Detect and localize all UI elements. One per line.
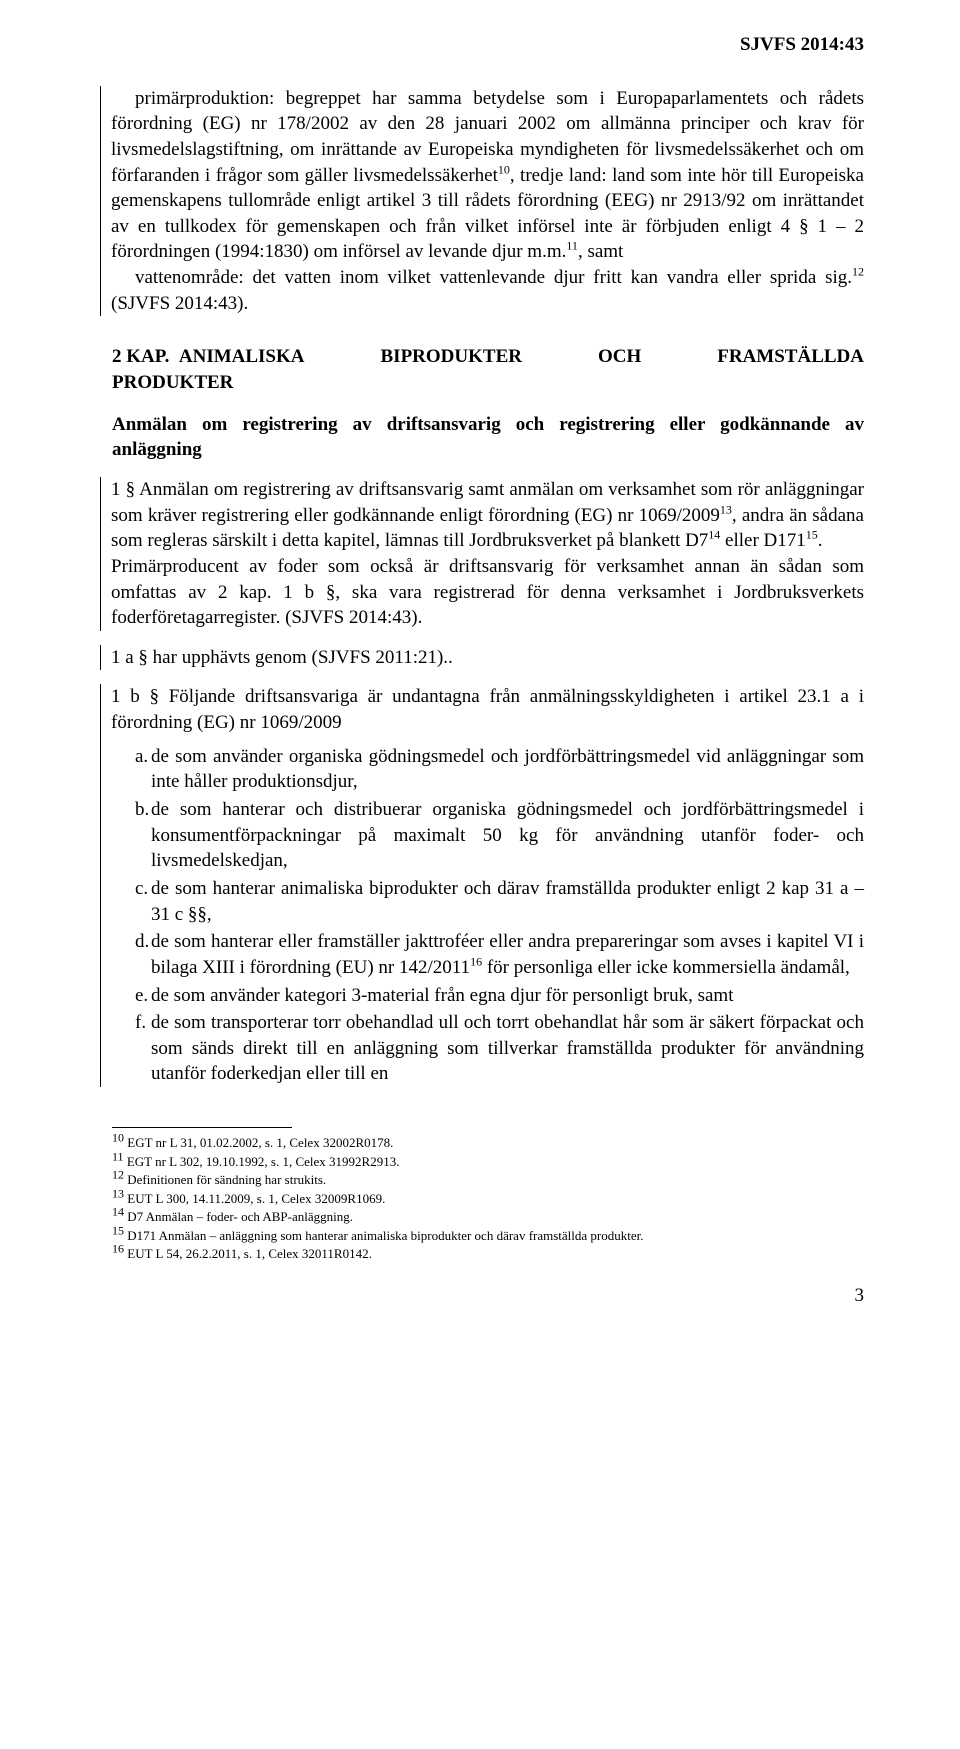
list-item: a. de som använder organiska gödningsmed…: [111, 744, 864, 795]
list-item: b. de som hanterar och distribuerar orga…: [111, 797, 864, 874]
footnote-ref-13: 13: [720, 502, 732, 516]
list-marker: e.: [111, 983, 151, 1009]
document-reference: SJVFS 2014:43: [112, 32, 864, 58]
p1-text-5: Primärproducent av foder som också är dr…: [111, 556, 864, 628]
page-number: 3: [112, 1283, 864, 1309]
paragraph-1b-block: 1 b § Följande driftsansvariga är undant…: [100, 684, 864, 1087]
def-text-4: vattenområde: det vatten inom vilket vat…: [135, 267, 852, 288]
footnote-ref-16: 16: [470, 955, 482, 969]
paragraph-1b-list: a. de som använder organiska gödningsmed…: [111, 744, 864, 1087]
list-content: de som använder kategori 3-material från…: [151, 983, 864, 1009]
footnote: 11 EGT nr L 302, 19.10.1992, s. 1, Celex…: [112, 1153, 864, 1171]
footnote-ref-14: 14: [708, 528, 720, 542]
paragraph-1a: 1 a § har upphävts genom (SJVFS 2011:21)…: [100, 645, 864, 671]
list-marker: d.: [111, 929, 151, 980]
footnote-separator: [112, 1127, 292, 1128]
footnote: 10 EGT nr L 31, 01.02.2002, s. 1, Celex …: [112, 1134, 864, 1152]
footnote-ref-10: 10: [498, 162, 510, 176]
list-content: de som transporterar torr obehandlad ull…: [151, 1010, 864, 1087]
footnote: 15 D171 Anmälan – anläggning som hantera…: [112, 1227, 864, 1245]
footnote-ref-12: 12: [852, 265, 864, 279]
kap-mid: BIPRODUKTER: [381, 344, 522, 370]
footnote-ref-15: 15: [806, 528, 818, 542]
paragraph-1b-intro: 1 b § Följande driftsansvariga är undant…: [111, 684, 864, 735]
footnote: 16 EUT L 54, 26.2.2011, s. 1, Celex 3201…: [112, 1245, 864, 1263]
kap-line2: PRODUKTER: [112, 370, 864, 396]
list-marker: b.: [111, 797, 151, 874]
list-marker: a.: [111, 744, 151, 795]
list-marker: f.: [111, 1010, 151, 1087]
list-item: e. de som använder kategori 3-material f…: [111, 983, 864, 1009]
primary-production-definition: primärproduktion: begreppet har samma be…: [100, 86, 864, 317]
footnotes-block: 10 EGT nr L 31, 01.02.2002, s. 1, Celex …: [112, 1134, 864, 1263]
list-content: de som hanterar och distribuerar organis…: [151, 797, 864, 874]
paragraph-1: 1 § Anmälan om registrering av driftsans…: [100, 477, 864, 631]
registration-heading: Anmälan om registrering av driftsansvari…: [112, 412, 864, 463]
chapter-2-heading: 2 KAP. ANIMALISKA BIPRODUKTER OCH FRAMST…: [112, 344, 864, 395]
def-text-5: (SJVFS 2014:43).: [111, 293, 248, 314]
list-marker: c.: [111, 876, 151, 927]
footnote-ref-11: 11: [566, 239, 578, 253]
p1-text-3: eller D171: [720, 530, 805, 551]
kap-och: OCH: [598, 344, 641, 370]
footnote: 14 D7 Anmälan – foder- och ABP-anläggnin…: [112, 1208, 864, 1226]
list-content: de som hanterar eller framställer jakttr…: [151, 929, 864, 980]
p1-text-4: .: [818, 530, 823, 551]
kap-prefix: 2 KAP. ANIMALISKA: [112, 344, 305, 370]
list-item: f. de som transporterar torr obehandlad …: [111, 1010, 864, 1087]
footnote: 13 EUT L 300, 14.11.2009, s. 1, Celex 32…: [112, 1190, 864, 1208]
list-content: de som använder organiska gödningsmedel …: [151, 744, 864, 795]
kap-right: FRAMSTÄLLDA: [717, 344, 864, 370]
list-item: d. de som hanterar eller framställer jak…: [111, 929, 864, 980]
footnote: 12 Definitionen för sändning har strukit…: [112, 1171, 864, 1189]
def-text-3: , samt: [578, 241, 623, 262]
list-item: c. de som hanterar animaliska biprodukte…: [111, 876, 864, 927]
list-content: de som hanterar animaliska biprodukter o…: [151, 876, 864, 927]
